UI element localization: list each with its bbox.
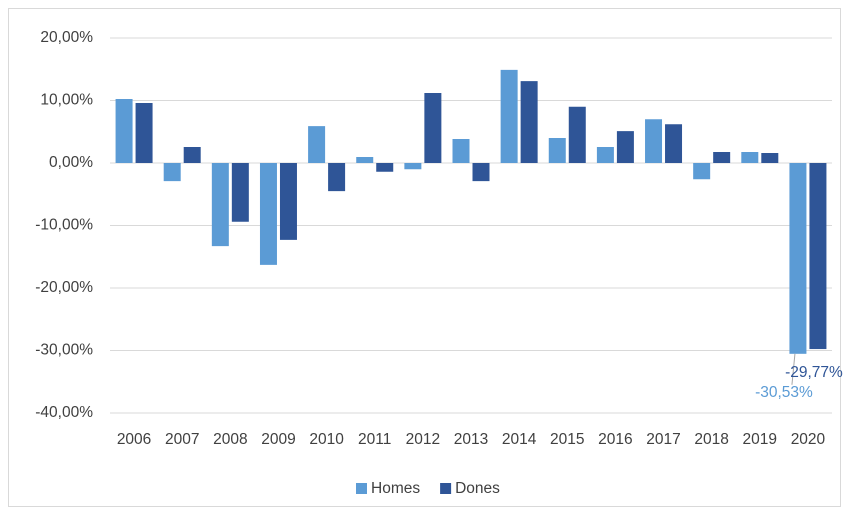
x-tick-label: 2018 <box>694 431 728 448</box>
legend-label: Homes <box>371 480 420 497</box>
x-tick-label: 2019 <box>743 431 777 448</box>
y-tick-label: 0,00% <box>49 154 93 171</box>
bar <box>135 103 153 163</box>
x-tick-label: 2013 <box>454 431 488 448</box>
bar <box>163 163 181 182</box>
x-tick-label: 2009 <box>261 431 295 448</box>
data-label: -30,53% <box>755 384 813 401</box>
legend-swatch <box>440 483 452 494</box>
bar <box>520 81 538 163</box>
bar <box>500 69 518 163</box>
x-tick-label: 2006 <box>117 431 151 448</box>
bar <box>761 153 779 163</box>
x-tick-label: 2014 <box>502 431 537 448</box>
bar <box>809 163 827 350</box>
bar <box>645 119 663 163</box>
bar <box>548 138 566 163</box>
bar <box>231 163 249 222</box>
bar <box>328 163 346 192</box>
bar <box>279 163 297 240</box>
bar <box>472 163 490 182</box>
legend-label: Dones <box>455 480 500 497</box>
x-tick-label: 2012 <box>406 431 440 448</box>
y-tick-label: -30,00% <box>35 342 93 359</box>
bar <box>596 147 614 163</box>
bar <box>424 93 442 163</box>
x-tick-label: 2007 <box>165 431 199 448</box>
bar <box>568 106 586 163</box>
x-tick-label: 2011 <box>358 431 391 448</box>
bar <box>259 163 277 265</box>
leader-line <box>791 353 796 385</box>
x-tick-label: 2010 <box>309 431 344 448</box>
bar <box>115 99 133 163</box>
bar <box>308 126 326 163</box>
x-tick-label: 2016 <box>598 431 632 448</box>
x-tick-label: 2017 <box>646 431 680 448</box>
y-tick-label: -20,00% <box>35 279 93 296</box>
bar <box>693 163 711 180</box>
y-tick-label: 10,00% <box>40 92 93 109</box>
x-tick-label: 2020 <box>791 431 826 448</box>
bar <box>404 163 422 170</box>
y-tick-label: -40,00% <box>35 404 93 421</box>
bar <box>713 152 731 163</box>
bar <box>356 157 374 163</box>
chart-frame <box>8 8 841 507</box>
y-tick-label: 20,00% <box>40 29 93 46</box>
bar <box>183 147 201 163</box>
data-label: -29,77% <box>785 364 843 381</box>
bar <box>741 152 759 163</box>
bar <box>452 139 470 163</box>
legend-swatch <box>356 483 367 494</box>
bar <box>376 163 394 172</box>
bar <box>616 131 634 163</box>
x-tick-label: 2015 <box>550 431 584 448</box>
y-tick-label: -10,00% <box>35 217 93 234</box>
bar <box>665 124 683 163</box>
bar <box>789 163 807 354</box>
bar <box>211 163 229 247</box>
x-tick-label: 2008 <box>213 431 247 448</box>
